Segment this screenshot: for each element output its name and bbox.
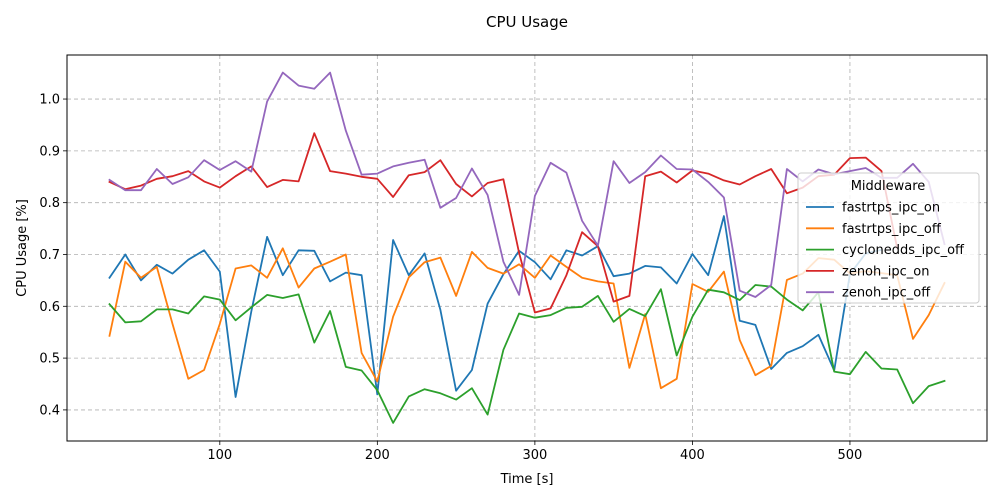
y-tick-label: 0.5 <box>39 352 60 367</box>
y-tick-label: 0.7 <box>39 248 60 263</box>
legend-label-fastrtps_ipc_off: fastrtps_ipc_off <box>842 222 942 237</box>
legend-items: fastrtps_ipc_on fastrtps_ipc_off cyclonedd… <box>806 201 965 301</box>
x-axis-label: Time [s] <box>500 472 554 487</box>
x-axis-ticks: 100 200 300 400 500 <box>207 441 862 463</box>
legend-box <box>797 172 980 304</box>
legend: Middleware fastrtps_ipc_onfastrtps_ipc_o… <box>797 172 980 304</box>
series-line-zenoh_ipc_on <box>108 132 899 314</box>
y-tick-label: 0.8 <box>39 196 60 211</box>
y-axis-ticks: 0.4 0.5 0.6 0.7 0.8 0.9 1.0 <box>39 93 67 418</box>
y-tick-label: 1.0 <box>39 93 60 108</box>
legend-title: Middleware <box>851 179 926 194</box>
series-line-fastrtps_ipc_on <box>108 215 883 398</box>
x-tick-label: 200 <box>365 448 390 463</box>
legend-label-zenoh_ipc_off: zenoh_ipc_off <box>842 286 931 301</box>
x-tick-label: 100 <box>207 448 232 463</box>
x-tick-label: 300 <box>522 448 547 463</box>
legend-label-fastrtps_ipc_on: fastrtps_ipc_on <box>842 201 940 216</box>
chart-title: CPU Usage <box>486 13 568 31</box>
series-lines <box>108 71 946 424</box>
x-tick-label: 500 <box>838 448 863 463</box>
y-tick-label: 0.4 <box>39 403 60 418</box>
x-tick-label: 400 <box>680 448 705 463</box>
legend-label-cyclonedds_ipc_off: cyclonedds_ipc_off <box>842 243 965 258</box>
plot-area <box>66 54 988 442</box>
y-axis-label: CPU Usage [%] <box>15 199 30 297</box>
legend-label-zenoh_ipc_on: zenoh_ipc_on <box>842 264 929 279</box>
y-tick-label: 0.6 <box>39 300 60 315</box>
series-line-cyclonedds_ipc_off <box>108 284 946 424</box>
y-tick-label: 0.9 <box>39 144 60 159</box>
